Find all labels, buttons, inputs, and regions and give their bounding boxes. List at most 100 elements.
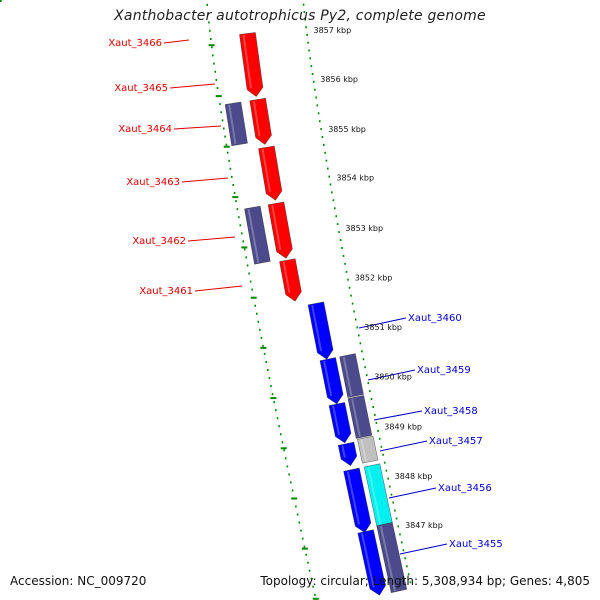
tick-dot: [324, 151, 326, 154]
leader-line: [358, 317, 407, 329]
tick-dot: [407, 573, 410, 576]
tick-dot: [220, 111, 222, 114]
gene-xaut-3456: [343, 467, 372, 533]
tick-dot: [341, 247, 343, 249]
tick-dot: [334, 207, 336, 210]
tick-dot: [362, 358, 365, 361]
gene-xaut-3458: [328, 402, 352, 444]
tick-dot: [271, 393, 274, 396]
gene-label-blue: Xaut_3457: [429, 436, 483, 447]
tick-dot: [278, 425, 280, 428]
genome-title: Xanthobacter autotrophicus Py2, complete…: [114, 8, 486, 24]
gene-highlight: [228, 104, 237, 145]
tick-dot: [305, 26, 307, 29]
kbp-label: 3856 kbp: [320, 75, 358, 84]
gene-label-blue: Xaut_3460: [408, 313, 462, 324]
gene-highlight: [261, 148, 271, 193]
tick-dot: [321, 136, 324, 138]
gene-features: [224, 32, 408, 596]
cds-purple: [244, 205, 271, 265]
tick-dot: [378, 437, 381, 440]
gene-highlight: [341, 445, 346, 458]
gene-highlight: [367, 467, 382, 525]
tick-dot: [308, 49, 310, 52]
tick-dot: [210, 38, 212, 40]
tick-dot: [251, 288, 253, 291]
gene-highlight: [351, 398, 361, 437]
tick-dot: [402, 549, 405, 552]
tick-dot: [323, 143, 325, 146]
tick-dot: [342, 254, 345, 257]
leader-line: [379, 440, 428, 452]
kbp-label: 3851 kbp: [364, 323, 402, 332]
tick-dot: [382, 453, 384, 456]
cds-purple: [347, 395, 373, 439]
tick-dot: [306, 33, 308, 36]
tick-dot: [317, 112, 320, 115]
gene-highlight: [323, 360, 333, 396]
tick-dot: [242, 240, 244, 243]
kbp-label: 3853 kbp: [345, 224, 383, 233]
tick-dot: [315, 96, 317, 99]
tick-dot: [212, 54, 214, 57]
leader-line: [181, 177, 229, 183]
tick-dot: [358, 334, 360, 337]
cds-purple: [224, 101, 248, 147]
tick-dot: [374, 413, 376, 416]
gene-label-red: Xaut_3461: [139, 286, 193, 297]
gene-xaut-3460: [307, 301, 334, 360]
tick-dot: [307, 561, 309, 564]
gene-label-red: Xaut_3466: [108, 38, 162, 49]
gene-xaut-3459: [319, 357, 344, 405]
tick-dot: [387, 477, 389, 480]
tick-dot: [325, 159, 328, 162]
tick-dot: [305, 553, 307, 556]
tick-dot: [288, 473, 290, 476]
tick-dot: [329, 183, 332, 186]
gene-highlight: [342, 356, 353, 396]
tick-dot: [259, 328, 261, 331]
gene-xaut-3461: [279, 258, 302, 302]
tick-dot: [316, 104, 319, 107]
gene-label-blue: Xaut_3458: [424, 406, 478, 417]
tick-dot: [290, 481, 292, 484]
tick-dot: [364, 366, 366, 369]
tick-dot: [215, 78, 218, 81]
tick-dot: [406, 565, 408, 568]
tick-dot: [256, 312, 258, 315]
tick-dot: [276, 417, 279, 420]
tick-dot: [377, 429, 379, 432]
tick-dot: [257, 320, 260, 323]
tick-dot: [238, 216, 240, 219]
tick-dot: [394, 509, 396, 512]
tick-dot: [404, 557, 406, 560]
accession-text: Accession: NC_009720: [10, 574, 147, 588]
gene-label-blue: Xaut_3456: [438, 483, 492, 494]
gene-highlight: [311, 305, 323, 352]
tick-dot: [332, 199, 335, 202]
tick-dot: [328, 175, 330, 178]
tick-dot: [207, 13, 209, 15]
tick-dot: [338, 231, 340, 234]
tick-dot: [214, 70, 216, 73]
tick-dot: [284, 457, 287, 460]
cds-purple: [376, 522, 408, 593]
tick-dot: [275, 409, 277, 412]
tick-dot: [243, 248, 246, 251]
leader-line: [173, 125, 222, 130]
tick-dot: [235, 200, 237, 203]
genome-summary-text: Topology: circular; Length: 5,308,934 bp…: [260, 574, 590, 588]
leader-line: [388, 487, 437, 499]
gene-xaut-3455: [357, 529, 386, 596]
tick-dot: [351, 302, 354, 305]
gene-highlight: [252, 100, 261, 137]
tick-dot: [319, 120, 321, 123]
leader-line: [163, 39, 190, 44]
tick-dot: [339, 239, 342, 241]
tick-dot: [302, 3, 305, 6]
gene-label-red: Xaut_3465: [114, 83, 168, 94]
leader-line: [187, 236, 236, 242]
tick-dot: [345, 270, 348, 273]
tick-dot: [291, 489, 294, 492]
